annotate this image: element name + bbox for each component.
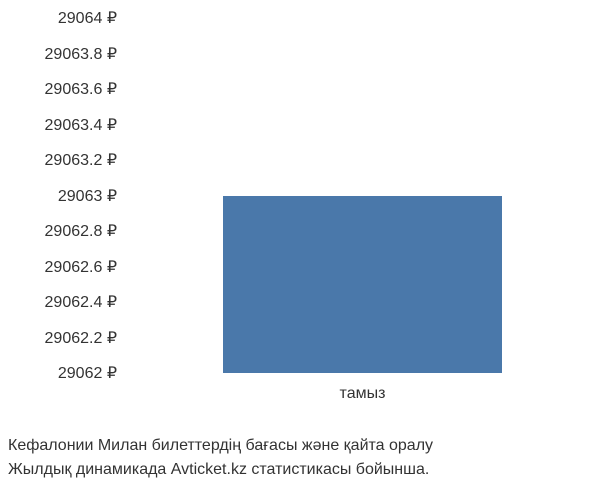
y-tick-label: 29063.6 ₽ <box>45 79 117 99</box>
y-tick-label: 29063.4 ₽ <box>45 115 117 135</box>
y-tick-label: 29063.8 ₽ <box>45 44 117 64</box>
caption-line-1: Кефалонии Милан билеттердің бағасы және … <box>8 434 433 458</box>
y-tick-label: 29062.8 ₽ <box>45 221 117 241</box>
y-tick-label: 29062.4 ₽ <box>45 292 117 312</box>
chart-container: 29064 ₽29063.8 ₽29063.6 ₽29063.4 ₽29063.… <box>0 18 600 408</box>
y-tick-label: 29063.2 ₽ <box>45 150 117 170</box>
y-tick-label: 29062.6 ₽ <box>45 257 117 277</box>
chart-caption: Кефалонии Милан билеттердің бағасы және … <box>8 434 433 482</box>
y-tick-label: 29064 ₽ <box>58 8 117 28</box>
y-tick-label: 29063 ₽ <box>58 186 117 206</box>
caption-line-2: Жылдық динамикада Avticket.kz статистика… <box>8 458 433 482</box>
y-tick-label: 29062 ₽ <box>58 363 117 383</box>
plot-area: тамыз <box>130 18 595 373</box>
y-axis: 29064 ₽29063.8 ₽29063.6 ₽29063.4 ₽29063.… <box>0 18 125 408</box>
bar <box>223 196 502 374</box>
x-tick-label: тамыз <box>340 385 386 403</box>
y-tick-label: 29062.2 ₽ <box>45 328 117 348</box>
